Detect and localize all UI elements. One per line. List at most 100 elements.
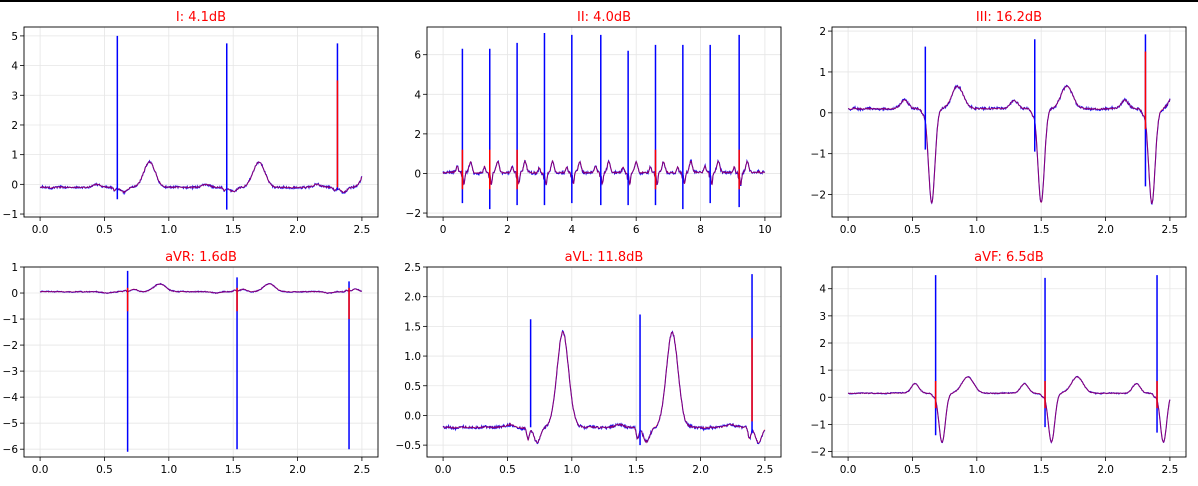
series-blue-line (847, 375, 1171, 444)
y-tick-label: −2 (3, 340, 18, 352)
x-tick-label: 0.0 (32, 224, 49, 236)
y-tick-label: −1 (811, 149, 826, 161)
y-tick-label: −2 (406, 208, 421, 220)
series-blue-line (39, 159, 363, 196)
window-top-border (0, 0, 1198, 2)
ecg-panel: III: 16.2dB 0.0 0.5 1.0 1.5 2.0 2.5 −2 −1 0 1 2 (811, 10, 1187, 236)
plot-area (442, 32, 766, 210)
axes-frame (426, 266, 782, 458)
x-tick-label: 2.5 (1162, 464, 1179, 476)
x-tick-label: 1.5 (628, 464, 645, 476)
axes-frame (23, 26, 379, 218)
x-tick-label: 2.5 (354, 224, 371, 236)
y-tick-label: −1 (3, 314, 18, 326)
series-red-line (442, 159, 766, 186)
y-tick-label: −4 (3, 392, 19, 404)
y-tick-label: 6 (414, 50, 421, 62)
x-tick-label: 0.5 (96, 224, 113, 236)
x-tick-label: 0.0 (840, 464, 857, 476)
plot-area (39, 35, 363, 210)
y-tick-label: 5 (11, 31, 18, 43)
x-tick-label: 1.0 (968, 464, 985, 476)
x-tick-label: 2 (504, 224, 511, 236)
panel-title: II: 4.0dB (577, 10, 631, 25)
ecg-panel: aVR: 1.6dB 0.0 0.5 1.0 1.5 2.0 2.5 −6 −5 −4 −3 −2 −1… (3, 250, 379, 476)
y-tick-label: −2 (811, 447, 826, 459)
series-red-line (442, 330, 766, 444)
plot-area (442, 274, 766, 446)
y-tick-label: 2.5 (404, 262, 421, 274)
y-tick-label: −0.5 (396, 440, 422, 452)
x-tick-label: 10 (758, 224, 771, 236)
x-tick-label: 1.0 (160, 464, 177, 476)
x-tick-label: 1.5 (1033, 464, 1050, 476)
x-tick-label: 0.0 (32, 464, 49, 476)
y-tick-label: 1.0 (404, 351, 421, 363)
x-tick-label: 2.0 (289, 224, 306, 236)
x-tick-label: 2.0 (289, 464, 306, 476)
x-tick-label: 0.5 (904, 224, 921, 236)
series-red-line (847, 376, 1171, 444)
y-tick-label: 0 (819, 392, 826, 404)
y-tick-label: 0 (11, 179, 18, 191)
series-red-line (39, 160, 363, 194)
axes-frame (831, 26, 1187, 218)
panel-title: aVL: 11.8dB (565, 250, 644, 265)
y-tick-label: 2 (414, 129, 421, 141)
y-tick-label: −5 (3, 418, 18, 430)
y-tick-label: −1 (811, 419, 826, 431)
series-red-line (39, 283, 362, 294)
y-tick-label: 1 (819, 67, 826, 79)
y-tick-label: 0 (11, 288, 18, 300)
x-tick-label: 1.5 (225, 464, 242, 476)
panel-title: aVR: 1.6dB (165, 250, 237, 265)
y-tick-label: 1.5 (404, 321, 421, 333)
ecg-panel: aVF: 6.5dB 0.0 0.5 1.0 1.5 2.0 2.5 −2 −1 0 1 2 3 4 (811, 250, 1187, 476)
y-tick-label: 3 (11, 90, 18, 102)
x-tick-label: 1.5 (225, 224, 242, 236)
x-tick-label: 1.0 (563, 464, 580, 476)
y-tick-label: −3 (3, 366, 18, 378)
x-tick-label: 2.5 (354, 464, 371, 476)
x-tick-label: 2.0 (1097, 224, 1114, 236)
x-tick-label: 1.5 (1033, 224, 1050, 236)
x-tick-label: 1.0 (160, 224, 177, 236)
y-tick-label: 0.5 (404, 381, 421, 393)
x-tick-label: 6 (633, 224, 640, 236)
x-tick-label: 1.0 (968, 224, 985, 236)
y-tick-label: 2 (819, 338, 826, 350)
y-tick-label: 2.0 (404, 292, 421, 304)
x-tick-label: 0.5 (904, 464, 921, 476)
y-tick-label: 1 (819, 365, 826, 377)
x-tick-label: 2.5 (757, 464, 774, 476)
y-tick-label: 4 (414, 89, 421, 101)
x-tick-label: 0.0 (435, 464, 452, 476)
panel-title: aVF: 6.5dB (974, 250, 1044, 265)
panel-title: I: 4.1dB (176, 10, 226, 25)
plot-area (847, 275, 1171, 444)
x-tick-label: 0.5 (499, 464, 516, 476)
y-tick-label: −2 (811, 190, 826, 202)
y-tick-label: 1 (11, 262, 18, 274)
y-tick-label: 4 (11, 61, 18, 73)
y-tick-label: −1 (3, 209, 18, 221)
y-tick-label: 0 (819, 108, 826, 120)
series-red-line (848, 85, 1171, 205)
y-tick-label: 2 (819, 26, 826, 38)
x-tick-label: 0.0 (840, 224, 857, 236)
y-tick-label: −6 (3, 444, 19, 456)
x-tick-label: 2.5 (1162, 224, 1179, 236)
panel-title: III: 16.2dB (976, 10, 1042, 25)
ecg-panel: I: 4.1dB 0.0 0.5 1.0 1.5 2.0 2.5 −1 0 1 2 3 4 5 (3, 10, 379, 236)
x-tick-label: 4 (568, 224, 575, 236)
ecg-panel: II: 4.0dB 0 2 4 6 8 10 −2 0 2 4 6 (406, 10, 782, 236)
axes-frame (426, 26, 782, 218)
x-tick-label: 2.0 (692, 464, 709, 476)
x-tick-label: 0.5 (96, 464, 113, 476)
ecg-panel: aVL: 11.8dB 0.0 0.5 1.0 1.5 2.0 2.5 −0.5 0.0 0.5 1… (396, 250, 782, 476)
x-tick-label: 8 (697, 224, 704, 236)
y-tick-label: 1 (11, 150, 18, 162)
plot-area (39, 270, 362, 452)
plot-area (847, 34, 1171, 205)
